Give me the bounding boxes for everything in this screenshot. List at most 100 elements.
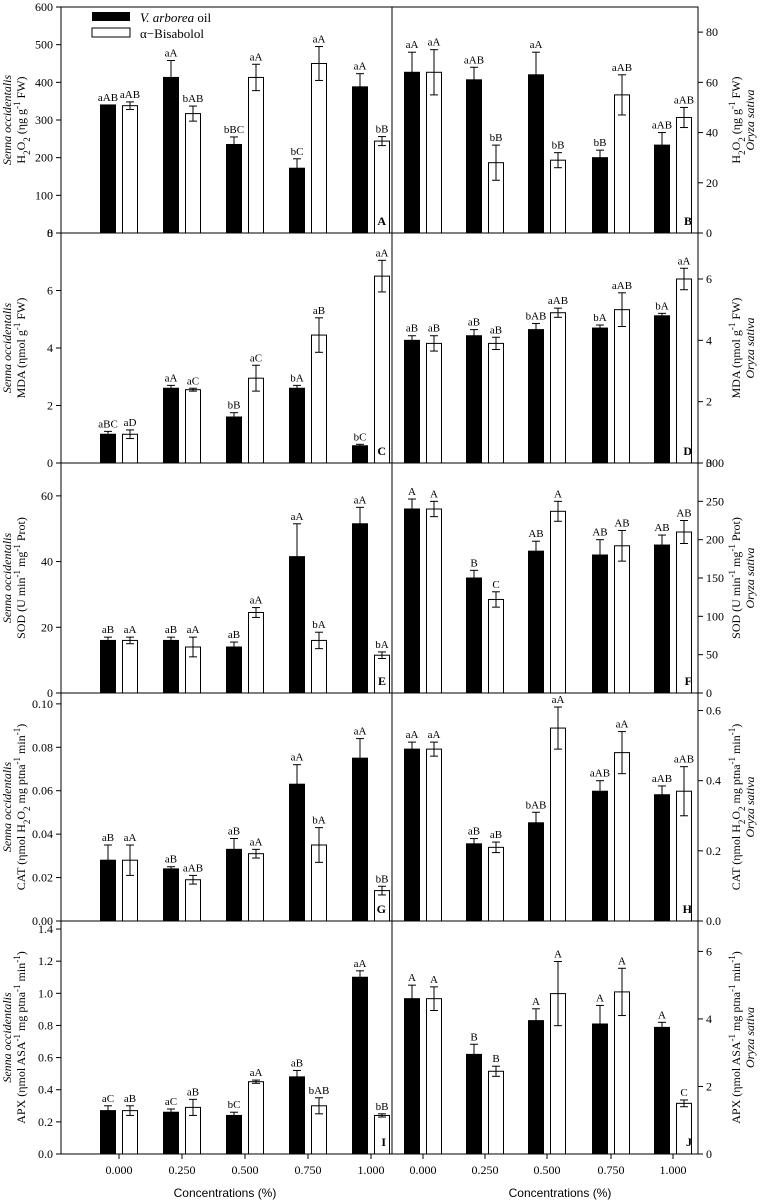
- bar-F-oil-0: [404, 508, 420, 694]
- y-tick-label: 0.06: [32, 784, 53, 798]
- bar-H-bisabolol-0: [426, 748, 442, 922]
- bar-I-oil-3: [289, 1076, 305, 1155]
- panel-letter-F: F: [685, 674, 692, 688]
- bar-J-oil-1: [466, 1053, 482, 1155]
- bar-F-oil-4: [654, 544, 670, 694]
- bar-C-oil-1: [163, 387, 179, 464]
- significance-label: bC: [228, 1099, 241, 1111]
- bar-B-oil-3: [592, 157, 608, 234]
- significance-label: aA: [406, 39, 419, 51]
- panel-D: 0 2 4 6 aB aB bAB bA bA aB aB aAB aAB aA D MDA (ηmol g-…: [391, 232, 757, 470]
- significance-label: aA: [354, 726, 367, 738]
- significance-label: aA: [428, 37, 441, 49]
- y-tick-label: 300: [35, 113, 53, 127]
- bar-G-oil-3: [289, 783, 305, 922]
- bar-A-oil-0: [100, 104, 116, 234]
- significance-label: aB: [428, 323, 440, 335]
- y-axis-label-E: Senna occidentalis SOD (U min-1 mg-1 Prot…: [0, 517, 28, 639]
- significance-label: aA: [291, 511, 304, 523]
- significance-label: aA: [187, 624, 200, 636]
- significance-label: aB: [102, 832, 114, 844]
- measure-label: APX (ηmol ASA-1 mg ptna-1 min-1): [12, 951, 28, 1123]
- significance-label: aA: [354, 61, 367, 73]
- bar-G-bisabolol-2: [248, 853, 264, 922]
- y-tick-label: 1.2: [38, 954, 53, 968]
- y-tick-label: 0.2: [706, 844, 721, 858]
- y-tick-label: 0.6: [38, 1051, 53, 1065]
- y-tick-label: 0.00: [32, 914, 53, 928]
- y-tick-label: 1.0: [38, 986, 53, 1000]
- x-tick-label: 0.500: [232, 1163, 259, 1177]
- y-tick-label: 0.02: [32, 871, 53, 885]
- panel-frame-J: [391, 920, 699, 1155]
- measure-label: H2O2 (ηg g-1 FW): [727, 76, 747, 163]
- measure-label: SOD (U min-1 mg-1 Prot): [12, 517, 28, 639]
- bar-B-oil-4: [654, 144, 670, 234]
- y-tick-label: 4: [706, 333, 712, 347]
- significance-label: C: [680, 1087, 687, 1099]
- y-tick-label: 40: [41, 555, 53, 569]
- bar-G-bisabolol-1: [185, 879, 201, 922]
- y-tick-label: 0.6: [706, 704, 721, 718]
- panel-letter-B: B: [684, 214, 692, 228]
- panel-B: 0 20 40 60 80 aA aAB aA bB aAB aA bB bB aAB aAB B H2O2 (…: [391, 6, 757, 240]
- x-tick-label: 0.750: [295, 1163, 322, 1177]
- significance-label: aAB: [652, 120, 672, 132]
- bar-D-bisabolol-3: [614, 309, 630, 464]
- x-tick-label: 0.500: [534, 1163, 561, 1177]
- significance-label: aA: [354, 958, 367, 970]
- significance-label: bA: [655, 300, 669, 312]
- bar-F-bisabolol-0: [426, 508, 442, 694]
- species-label: Oryza sativa: [743, 777, 757, 838]
- y-tick-label: 150: [706, 571, 724, 585]
- bar-C-bisabolol-1: [185, 389, 201, 464]
- significance-label: bA: [290, 372, 304, 384]
- significance-label: aA: [552, 694, 565, 706]
- bar-H-oil-2: [528, 822, 544, 922]
- significance-label: aA: [250, 51, 263, 63]
- significance-label: bAB: [526, 310, 547, 322]
- significance-label: aB: [490, 829, 502, 841]
- significance-label: bBC: [224, 124, 244, 136]
- legend-label-bisabolol: α−Bisabolol: [140, 26, 204, 41]
- significance-label: A: [430, 488, 438, 500]
- y-tick-label: 0.0: [38, 1147, 53, 1161]
- significance-label: aA: [376, 247, 389, 259]
- significance-label: A: [554, 488, 562, 500]
- significance-label: bB: [376, 873, 389, 885]
- significance-label: bC: [354, 431, 367, 443]
- legend: V. arborea oil α−Bisabolol: [91, 10, 212, 41]
- y-axis-label-A: Senna occidentalis H2O2 (ηg g-1 FW): [0, 75, 32, 166]
- bar-B-oil-1: [466, 79, 482, 234]
- x-tick-label: 0.250: [169, 1163, 196, 1177]
- x-tick-label: 1.000: [358, 1163, 385, 1177]
- significance-label: C: [492, 579, 499, 591]
- significance-label: aA: [250, 595, 263, 607]
- y-tick-label: 400: [35, 75, 53, 89]
- significance-label: aA: [616, 719, 629, 731]
- y-axis-label-J: APX (ηmol ASA-1 mg ptna-1 min-1)Oryza sa…: [727, 951, 757, 1123]
- bar-J-oil-4: [654, 1026, 670, 1155]
- significance-label: B: [470, 1031, 477, 1043]
- y-tick-label: 4: [47, 341, 53, 355]
- bar-D-bisabolol-0: [426, 342, 442, 464]
- y-tick-label: 0: [706, 686, 712, 700]
- y-axis-label-F: SOD (U min-1 mg-1 Prot)Oryza sativa: [727, 517, 757, 639]
- bar-D-bisabolol-4: [676, 278, 692, 464]
- significance-label: bA: [312, 815, 326, 827]
- y-axis-label-H: CAT (ηmol H2O2 mg ptna-1 min-1)Oryza sat…: [727, 724, 757, 890]
- significance-label: aBC: [98, 418, 118, 430]
- y-tick-label: 0: [706, 1147, 712, 1161]
- bar-D-oil-2: [528, 329, 544, 464]
- legend-swatch-bisabolol: [91, 27, 131, 38]
- significance-label: aA: [678, 255, 691, 267]
- significance-label: AB: [676, 508, 691, 520]
- bar-J-bisabolol-0: [426, 998, 442, 1155]
- significance-label: aB: [490, 324, 502, 336]
- bar-I-bisabolol-2: [248, 1081, 264, 1155]
- measure-label: SOD (U min-1 mg-1 Prot): [727, 517, 743, 639]
- significance-label: aB: [228, 825, 240, 837]
- bar-F-oil-1: [466, 577, 482, 694]
